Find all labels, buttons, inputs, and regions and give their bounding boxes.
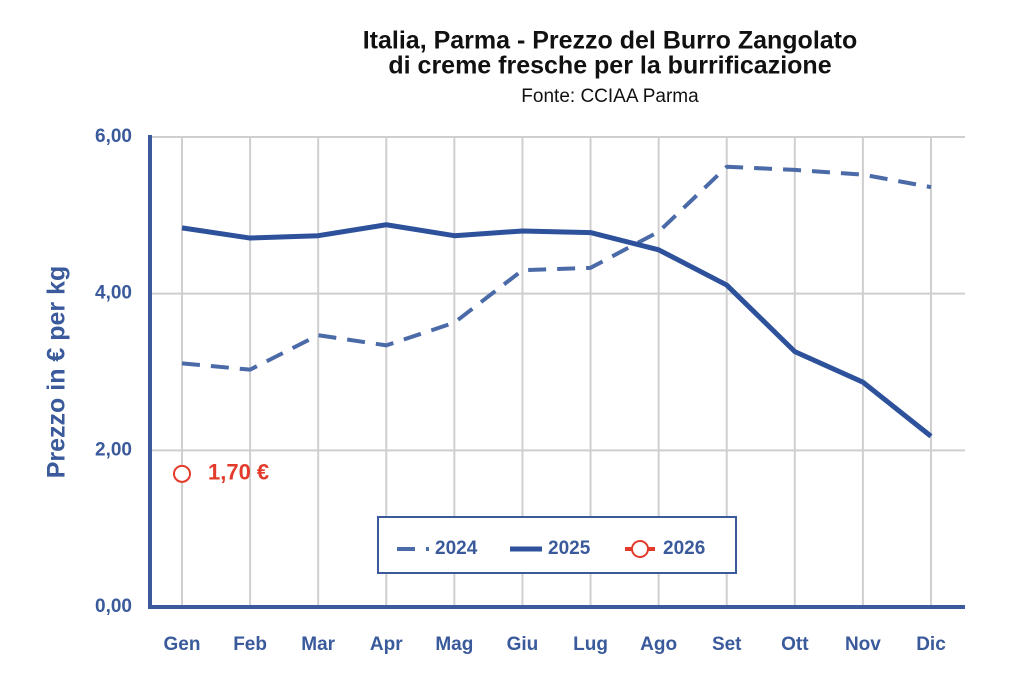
x-tick-label: Ago	[640, 634, 677, 655]
chart-title: Italia, Parma - Prezzo del Burro Zangola…	[363, 27, 858, 55]
x-tick-label: Dic	[916, 634, 946, 655]
legend-label: 2025	[548, 538, 591, 559]
y-axis-label: Prezzo in € per kg	[43, 266, 71, 479]
series-line	[181, 164, 932, 372]
x-tick-label: Ott	[781, 634, 809, 655]
x-tick-label: Apr	[370, 634, 403, 655]
x-tick-label: Feb	[233, 634, 267, 655]
x-tick-label: Gen	[164, 634, 201, 655]
data-point	[173, 464, 191, 483]
x-tick-label: Mag	[435, 634, 473, 655]
series-line	[181, 222, 933, 439]
x-tick-label: Mar	[301, 634, 335, 655]
x-tick-label: Nov	[845, 634, 881, 655]
source: Fonte: CCIAA Parma	[521, 86, 699, 107]
x-tick-label: Set	[712, 634, 742, 655]
y-tick-label: 4,00	[95, 283, 132, 304]
legend-swatch	[631, 540, 649, 558]
y-tick-label: 6,00	[95, 126, 132, 147]
x-tick-label: Giu	[507, 634, 539, 655]
chart-subtitle: di creme fresche per la burrificazione	[388, 52, 831, 80]
x-tick-label: Lug	[573, 634, 608, 655]
legend-label: 2026	[663, 538, 705, 559]
data-label: 1,70 €	[208, 460, 269, 485]
legend-box	[377, 516, 737, 574]
legend-label: 2024	[435, 538, 478, 559]
y-tick-label: 2,00	[95, 439, 132, 460]
y-tick-label: 0,00	[95, 596, 132, 617]
